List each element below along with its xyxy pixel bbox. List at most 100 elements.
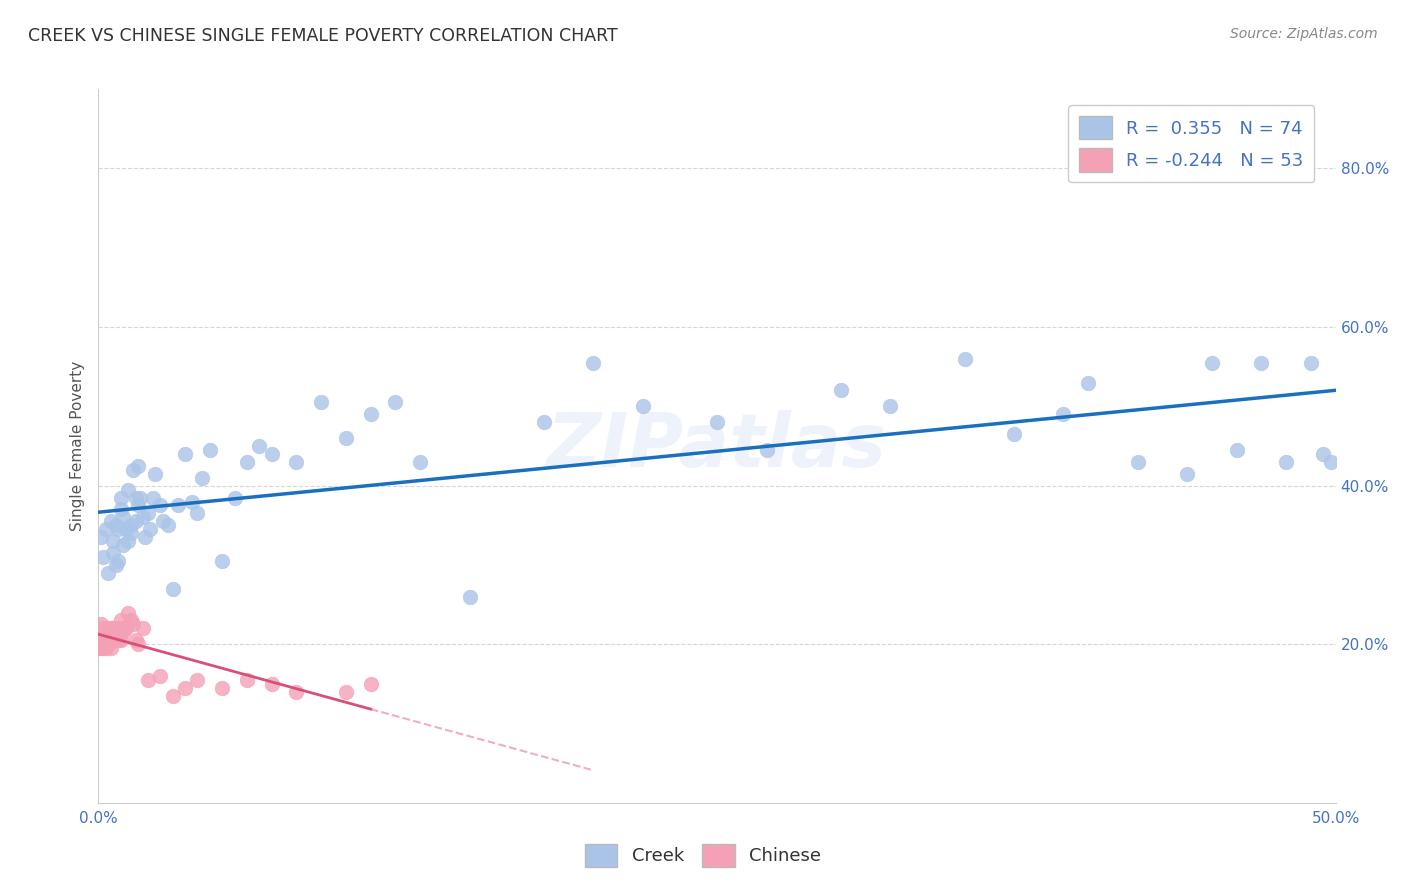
Point <box>110 614 132 628</box>
Text: Source: ZipAtlas.com: Source: ZipAtlas.com <box>1230 27 1378 41</box>
Point <box>107 633 129 648</box>
Point <box>706 415 728 429</box>
Point <box>1077 376 1099 390</box>
Point <box>112 538 135 552</box>
Point <box>122 463 145 477</box>
Point <box>132 621 155 635</box>
Point <box>236 673 259 687</box>
Point <box>114 522 136 536</box>
Point <box>1226 442 1249 457</box>
Point <box>93 549 115 564</box>
Point <box>103 625 125 640</box>
Point <box>953 351 976 366</box>
Point <box>149 669 172 683</box>
Point <box>139 522 162 536</box>
Point <box>132 510 155 524</box>
Point <box>120 518 142 533</box>
Point <box>104 625 127 640</box>
Text: ZIPatlas: ZIPatlas <box>547 409 887 483</box>
Point <box>94 629 117 643</box>
Point <box>136 673 159 687</box>
Point <box>104 558 127 572</box>
Point <box>127 499 149 513</box>
Point <box>90 637 112 651</box>
Point <box>94 625 117 640</box>
Point <box>582 356 605 370</box>
Point <box>224 491 246 505</box>
Point <box>162 582 184 596</box>
Legend: R =  0.355   N = 74, R = -0.244   N = 53: R = 0.355 N = 74, R = -0.244 N = 53 <box>1069 105 1315 183</box>
Point <box>103 534 125 549</box>
Point <box>124 491 146 505</box>
Point <box>186 673 208 687</box>
Point <box>110 633 132 648</box>
Point <box>117 483 139 497</box>
Point <box>90 641 112 656</box>
Point <box>136 507 159 521</box>
Point <box>879 400 901 414</box>
Point <box>97 566 120 580</box>
Point <box>100 629 122 643</box>
Point <box>117 606 139 620</box>
Point <box>127 637 149 651</box>
Point <box>87 641 110 656</box>
Point <box>1126 455 1149 469</box>
Point <box>103 621 125 635</box>
Point <box>1299 356 1322 370</box>
Point <box>97 637 120 651</box>
Text: CREEK VS CHINESE SINGLE FEMALE POVERTY CORRELATION CHART: CREEK VS CHINESE SINGLE FEMALE POVERTY C… <box>28 27 617 45</box>
Point <box>174 447 197 461</box>
Point <box>112 625 135 640</box>
Point <box>152 514 174 528</box>
Legend: Creek, Chinese: Creek, Chinese <box>578 837 828 874</box>
Point <box>191 471 214 485</box>
Point <box>1250 356 1272 370</box>
Point <box>309 395 332 409</box>
Point <box>533 415 555 429</box>
Point <box>97 633 120 648</box>
Point <box>107 554 129 568</box>
Point <box>107 522 129 536</box>
Point <box>1275 455 1298 469</box>
Point <box>104 621 127 635</box>
Point <box>100 621 122 635</box>
Point <box>110 502 132 516</box>
Point <box>90 625 112 640</box>
Point <box>360 407 382 421</box>
Point <box>1312 447 1334 461</box>
Point <box>247 439 270 453</box>
Point <box>90 530 112 544</box>
Point <box>260 447 283 461</box>
Point <box>830 384 852 398</box>
Point <box>93 633 115 648</box>
Point <box>260 677 283 691</box>
Point <box>236 455 259 469</box>
Point <box>384 395 406 409</box>
Point <box>94 641 117 656</box>
Point <box>110 491 132 505</box>
Point <box>93 637 115 651</box>
Point <box>156 518 179 533</box>
Point <box>211 554 233 568</box>
Point <box>211 681 233 695</box>
Point <box>129 491 152 505</box>
Point <box>285 455 308 469</box>
Point <box>285 685 308 699</box>
Point <box>181 494 204 508</box>
Point <box>87 633 110 648</box>
Point <box>124 514 146 528</box>
Point <box>149 499 172 513</box>
Point <box>1175 467 1198 481</box>
Point <box>1319 455 1341 469</box>
Point <box>100 633 122 648</box>
Y-axis label: Single Female Poverty: Single Female Poverty <box>70 361 86 531</box>
Point <box>100 514 122 528</box>
Point <box>107 621 129 635</box>
Point <box>198 442 221 457</box>
Point <box>143 467 166 481</box>
Point <box>631 400 654 414</box>
Point <box>93 625 115 640</box>
Point <box>122 617 145 632</box>
Point <box>166 499 188 513</box>
Point <box>94 522 117 536</box>
